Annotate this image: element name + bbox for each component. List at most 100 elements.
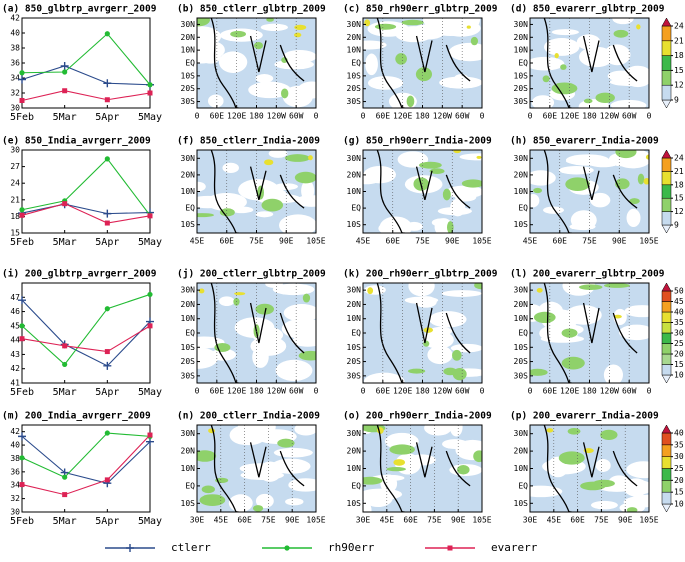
y-tick-label: 30N — [181, 286, 196, 295]
y-tick-label: 10N — [347, 46, 362, 55]
map-blob — [453, 150, 462, 154]
x-tick-label: 60E — [210, 387, 225, 396]
x-tick-label: 75E — [249, 237, 264, 246]
series-line — [21, 435, 151, 484]
y-tick-label: 30N — [181, 429, 196, 438]
colorbar-segment — [661, 25, 672, 42]
map-blob — [197, 18, 210, 27]
y-tick-label: 10S — [181, 220, 196, 229]
map-blob — [623, 478, 649, 497]
marker — [147, 432, 153, 438]
y-tick-label: 38 — [10, 454, 20, 463]
map-blob — [437, 207, 472, 216]
map-blob — [294, 32, 302, 38]
colorbar-label: 9 — [674, 96, 679, 105]
marker — [62, 69, 68, 75]
map-field — [530, 150, 649, 233]
map-blob — [603, 283, 630, 288]
y-tick-label: 15 — [10, 229, 20, 238]
colorbar-segment — [661, 432, 672, 446]
map-blob — [533, 187, 543, 194]
map-blob — [459, 153, 482, 161]
map-blob — [199, 494, 226, 506]
y-tick-label: 32 — [10, 494, 20, 503]
map-blob — [442, 188, 451, 201]
x-tick-label: 45E — [380, 516, 395, 525]
series-line — [21, 90, 151, 102]
map-blob — [272, 283, 315, 296]
x-tick-label: 60W — [289, 387, 304, 396]
series-line — [21, 434, 151, 496]
map-blob — [530, 170, 556, 186]
x-tick-label: 90E — [279, 237, 294, 246]
series-line — [21, 432, 151, 478]
map-blob — [278, 214, 316, 233]
y-tick-label: 10N — [347, 464, 362, 473]
x-tick-label: 60W — [622, 112, 637, 121]
map-blob — [395, 53, 407, 65]
colorbar-label: 24 — [674, 22, 684, 31]
panel-title: (o) 200_rh90err_India-2009 — [343, 411, 492, 422]
map-blob — [603, 364, 623, 383]
x-tick-label: 120E — [560, 112, 579, 121]
panel-title: (g) 850_rh90err_India-2009 — [343, 136, 492, 147]
y-tick-label: 10S — [347, 499, 362, 508]
colorbar-end — [661, 149, 672, 159]
y-tick-label: 45 — [10, 321, 20, 330]
x-tick-label: 5May — [138, 112, 162, 123]
y-tick-label: 10N — [514, 314, 529, 323]
marker — [147, 323, 153, 329]
map-blob — [441, 290, 482, 297]
marker — [19, 212, 25, 218]
map-blob — [613, 29, 629, 38]
map-blob — [566, 158, 595, 165]
x-tick-label: 120E — [227, 387, 246, 396]
map-field — [363, 18, 482, 108]
x-tick-label: 120E — [393, 112, 412, 121]
x-tick-label: 75E — [415, 237, 430, 246]
map-blob — [281, 88, 289, 99]
map-blob — [255, 493, 274, 509]
x-tick-label: 5Apr — [95, 237, 119, 248]
coastline — [376, 283, 471, 383]
series-line — [21, 325, 151, 353]
colorbar-segment — [661, 70, 672, 86]
x-tick-label: 105E — [472, 516, 491, 525]
map-blob — [295, 195, 316, 207]
x-tick-label: 105E — [639, 516, 658, 525]
y-tick-label: EQ — [351, 329, 361, 338]
plot-frame — [196, 282, 317, 384]
map-blob — [285, 498, 304, 506]
map-blob — [404, 296, 439, 304]
x-tick-label: 120W — [600, 112, 619, 121]
map-blob — [546, 428, 554, 433]
x-tick-label: 120E — [227, 112, 246, 121]
colorbar-label: 30 — [674, 329, 684, 338]
x-tick-label: 105E — [306, 516, 325, 525]
panel-title: (m) 200_India_avrgerr_2009 — [2, 411, 151, 422]
x-tick-label: 5Mar — [53, 237, 77, 248]
map-blob — [470, 36, 479, 46]
marker — [103, 361, 112, 370]
map-blob — [561, 328, 578, 338]
colorbar-segment — [661, 343, 672, 355]
x-tick-label: 60E — [543, 112, 558, 121]
map-blob — [448, 42, 482, 62]
plot-frame — [362, 424, 483, 513]
y-tick-label: 10N — [181, 314, 196, 323]
series-line — [21, 299, 151, 367]
colorbar-segment — [661, 40, 672, 56]
map-blob — [536, 287, 543, 293]
map-blob — [288, 478, 316, 492]
map-blob — [561, 356, 585, 370]
map-blob — [419, 161, 442, 169]
marker — [62, 201, 68, 207]
map-blob — [363, 165, 396, 184]
y-tick-label: 10N — [181, 187, 196, 196]
y-tick-label: 20N — [347, 447, 362, 456]
map-blob — [476, 155, 482, 159]
marker — [146, 437, 154, 446]
marker — [284, 545, 290, 551]
colorbar-label: 21 — [674, 36, 684, 45]
y-tick-label: 21 — [10, 195, 20, 204]
